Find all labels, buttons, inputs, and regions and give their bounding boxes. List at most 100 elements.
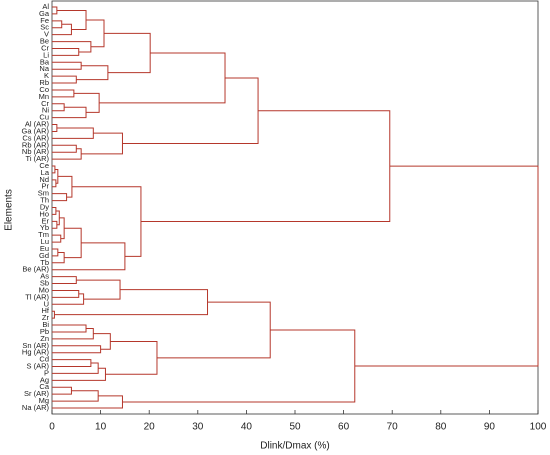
leaf-label: Cr <box>41 43 49 52</box>
leaf-label: Cu <box>39 113 49 122</box>
dendrogram-link <box>104 32 151 74</box>
leaf-label: Na <box>39 64 49 73</box>
leaf-label: Cr <box>41 99 49 108</box>
dendrogram-link <box>81 132 123 155</box>
x-tick-label: 0 <box>49 422 55 433</box>
plot-frame <box>51 0 539 415</box>
dendrogram-link <box>54 289 209 316</box>
dendrogram-link <box>52 367 106 381</box>
leaf-label: Zn <box>40 334 49 343</box>
leaf-label: Sc <box>40 23 49 32</box>
x-tick-label: 40 <box>241 422 253 433</box>
leaf-label: Ni <box>42 106 49 115</box>
dendrogram-link <box>105 340 158 375</box>
leaf-label: Cd <box>39 355 49 364</box>
leaf-label: Ti (AR) <box>26 154 50 163</box>
leaf-label: Eu <box>40 244 49 253</box>
leaf-label: Be (AR) <box>22 265 49 274</box>
leaf-label: Gd <box>39 251 49 260</box>
leaf-label: Co <box>39 85 49 94</box>
leaf-label: As <box>40 272 49 281</box>
leaf-label: S (AR) <box>27 362 50 371</box>
dendrogram-link <box>52 390 99 402</box>
dendrogram-link <box>354 165 539 367</box>
leaf-label: Sr (AR) <box>24 389 50 398</box>
leaf-label: Mo <box>39 285 49 294</box>
leaf-label: La <box>41 168 50 177</box>
dendrogram-link <box>52 103 65 112</box>
leaf-label: Tm <box>38 230 49 239</box>
dendrogram-link <box>52 345 102 354</box>
leaf-label: Ce <box>39 161 49 170</box>
dendrogram-link <box>93 333 111 350</box>
leaf-label: Sm <box>38 189 49 198</box>
x-tick-label: 30 <box>192 422 204 433</box>
leaf-label: Ba <box>40 57 50 66</box>
dendrogram-link <box>71 186 142 257</box>
dendrogram-link <box>52 20 63 29</box>
x-tick-label: 10 <box>95 422 107 433</box>
dendrogram-link <box>52 234 62 243</box>
leaf-label: Dy <box>40 202 49 211</box>
dendrogram-link <box>52 127 94 139</box>
leaf-label: Fe <box>40 16 49 25</box>
x-tick-label: 60 <box>338 422 350 433</box>
dendrogram-link <box>52 276 77 285</box>
dendrogram-link <box>52 327 94 340</box>
leaf-label: U <box>44 299 49 308</box>
x-tick-label: 70 <box>387 422 399 433</box>
leaf-label: Tl (AR) <box>25 292 49 301</box>
dendrogram-link <box>52 144 77 153</box>
dendrogram-link <box>52 359 92 368</box>
dendrogram-link <box>52 75 77 84</box>
leaf-label: Ag <box>40 375 49 384</box>
leaf-label: Nb (AR) <box>22 147 50 156</box>
x-tick-label: 90 <box>484 422 496 433</box>
dendrogram-link <box>52 248 59 257</box>
dendrogram-link <box>156 301 271 359</box>
leaf-label: P <box>44 368 49 377</box>
leaf-label: Pr <box>42 182 50 191</box>
leaf-label: Yb <box>40 223 49 232</box>
dendrogram-link <box>52 41 92 53</box>
dendrogram-link <box>52 6 58 15</box>
dendrogram-link <box>52 47 80 56</box>
dendrogram-link <box>140 110 391 223</box>
dendrogram-link <box>52 179 57 188</box>
leaf-label: Ga (AR) <box>21 126 49 135</box>
leaf-label: Rb (AR) <box>22 140 50 149</box>
dendrogram-link <box>52 106 87 119</box>
dendrogram-link <box>76 279 121 300</box>
x-axis-title: Dlink/Dmax (%) <box>260 441 329 452</box>
dendrogram-link <box>122 77 259 145</box>
dendrogram-link <box>52 193 68 202</box>
dendrogram-link <box>52 61 82 70</box>
leaf-label: Rb <box>39 78 49 87</box>
dendrogram-link <box>99 52 226 104</box>
dendrogram-link <box>52 124 58 132</box>
leaf-label: Mg <box>39 396 49 405</box>
x-tick-label: 80 <box>435 422 447 433</box>
leaf-label: Nd <box>39 175 49 184</box>
dendrogram-link <box>52 165 56 174</box>
leaf-label: Al (AR) <box>25 120 50 129</box>
leaf-label: Sn (AR) <box>22 341 49 350</box>
leaf-label: Al <box>42 2 49 11</box>
leaf-label: Pb <box>40 327 49 336</box>
x-tick-label: 50 <box>289 422 301 433</box>
leaf-label: Mn <box>39 92 49 101</box>
leaf-label: Zr <box>42 313 50 322</box>
leaf-label: Cs (AR) <box>22 133 49 142</box>
leaf-label: Er <box>42 216 50 225</box>
leaf-label: K <box>44 71 49 80</box>
dendrogram-link <box>64 227 82 259</box>
leaf-label: Bi <box>42 320 49 329</box>
dendrogram-link <box>52 289 80 298</box>
leaf-label: Ca <box>39 382 49 391</box>
x-tick-label: 20 <box>144 422 156 433</box>
dendrogram-link <box>52 220 58 229</box>
dendrogram-link <box>52 386 72 395</box>
dendrogram-link <box>52 89 75 98</box>
dendrogram-link <box>52 324 87 333</box>
